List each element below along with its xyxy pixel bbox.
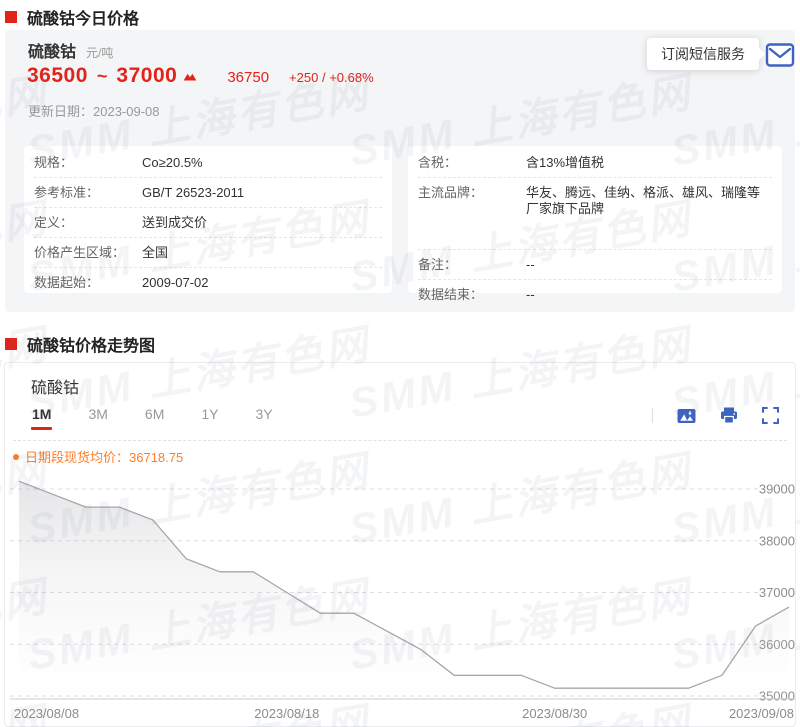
table-row: 定义： 送到成交价 — [34, 208, 382, 238]
table-row: 价格产生区域： 全国 — [34, 238, 382, 268]
subscribe-sms-tooltip[interactable]: 订阅短信服务 — [647, 38, 765, 70]
spec-table-right: 含税： 含13%增值税 主流品牌： 华友、腾远、佳纳、格派、雄风、瑞隆等厂家旗下… — [408, 146, 782, 302]
row-label: 价格产生区域： — [34, 245, 126, 260]
row-value: Co≥20.5% — [142, 155, 203, 170]
toolbar-separator — [13, 440, 787, 441]
printer-icon[interactable] — [720, 407, 738, 424]
price-low: 36500 — [27, 64, 88, 87]
change-amount: +250 — [289, 70, 319, 85]
update-date-line: 更新日期：2023-09-08 — [28, 101, 160, 120]
price-line: 36500 ~ 37000 36750 +250 / +0.68% — [27, 64, 374, 88]
price-high: 37000 — [116, 64, 178, 87]
price-line — [18, 480, 790, 689]
row-value: 全国 — [142, 245, 169, 260]
row-value: GB/T 26523-2011 — [142, 185, 245, 200]
tab-1m[interactable]: 1M — [30, 406, 53, 430]
red-square-icon — [5, 11, 17, 23]
table-row: 数据结束： -- — [418, 280, 772, 309]
y-axis-label: 37000 — [759, 585, 795, 600]
today-price-card: 硫酸钴 元/吨 36500 ~ 37000 36750 +250 / +0.68… — [5, 30, 795, 312]
update-date: 2023-09-08 — [93, 104, 160, 119]
table-row: 规格： Co≥20.5% — [34, 148, 382, 178]
spec-table-left: 规格： Co≥20.5% 参考标准： GB/T 26523-2011 定义： 送… — [24, 146, 392, 293]
x-axis-label: 2023/08/08 — [14, 706, 79, 721]
row-label: 备注： — [418, 257, 458, 272]
row-value: 2009-07-02 — [142, 275, 209, 290]
x-axis-label: 2023/08/30 — [522, 706, 587, 721]
price-range-separator: ~ — [96, 66, 108, 86]
section-header-today-price: 硫酸钴今日价格 — [5, 5, 139, 29]
row-label: 数据起始： — [34, 275, 100, 290]
row-value: -- — [526, 257, 535, 272]
section-title: 硫酸钴价格走势图 — [27, 338, 156, 355]
row-label: 数据结束： — [418, 287, 484, 302]
time-range-tabs: 1M 3M 6M 1Y 3Y — [30, 406, 310, 430]
row-label: 定义： — [34, 215, 74, 230]
trend-chart-card: 硫酸钴 1M 3M 6M 1Y 3Y — [4, 362, 796, 727]
row-value: -- — [526, 287, 535, 302]
tab-3m[interactable]: 3M — [88, 406, 108, 422]
red-square-icon — [5, 338, 17, 350]
product-line: 硫酸钴 元/吨 — [28, 38, 113, 62]
chart-title: 硫酸钴 — [31, 380, 80, 397]
row-label: 参考标准： — [34, 185, 100, 200]
update-date-label: 更新日期： — [28, 104, 94, 119]
tab-3y[interactable]: 3Y — [255, 406, 273, 422]
row-label: 规格： — [34, 155, 74, 170]
price-up-arrow-icon — [183, 68, 197, 86]
price-unit: 元/吨 — [86, 46, 114, 60]
row-value: 含13%增值税 — [526, 155, 605, 170]
x-axis-label: 2023/09/08 — [729, 706, 794, 721]
tab-1y[interactable]: 1Y — [201, 406, 219, 422]
row-value: 华友、腾远、佳纳、格派、雄风、瑞隆等厂家旗下品牌 — [526, 185, 761, 216]
section-header-trend-chart: 硫酸钴价格走势图 — [5, 332, 155, 356]
chart-toolbar — [652, 407, 779, 424]
product-name: 硫酸钴 — [28, 44, 77, 61]
row-label: 主流品牌： — [418, 185, 484, 200]
envelope-icon — [765, 43, 795, 67]
y-axis-label: 39000 — [759, 482, 795, 497]
table-row: 含税： 含13%增值税 — [418, 148, 772, 178]
table-row: 主流品牌： 华友、腾远、佳纳、格派、雄风、瑞隆等厂家旗下品牌 — [418, 178, 772, 250]
price-trend-chart: 35000360003700038000390002023/08/082023/… — [10, 480, 795, 721]
change-separator: / — [321, 70, 326, 85]
table-row: 数据起始： 2009-07-02 — [34, 268, 382, 297]
average-price: 36750 — [227, 69, 270, 86]
price-change: +250 / +0.68% — [289, 70, 374, 85]
x-axis-label: 2023/08/18 — [254, 706, 319, 721]
change-percent: +0.68% — [329, 70, 374, 85]
table-row: 备注： -- — [418, 250, 772, 280]
area-fill — [19, 481, 789, 699]
row-value: 送到成交价 — [142, 215, 208, 230]
row-label: 含税： — [418, 155, 458, 170]
subscribe-mail-button[interactable] — [765, 42, 795, 68]
section-title: 硫酸钴今日价格 — [27, 11, 140, 28]
fullscreen-icon[interactable] — [762, 407, 779, 424]
toolbar-divider — [652, 408, 653, 423]
tab-6m[interactable]: 6M — [144, 406, 165, 422]
table-row: 参考标准： GB/T 26523-2011 — [34, 178, 382, 208]
save-image-icon[interactable] — [677, 408, 696, 424]
chart-legend: 日期段现货均价：36718.75 — [13, 447, 183, 466]
legend-text: 日期段现货均价：36718.75 — [25, 450, 184, 465]
y-axis-label: 38000 — [759, 533, 795, 548]
legend-dot-icon — [13, 453, 19, 460]
